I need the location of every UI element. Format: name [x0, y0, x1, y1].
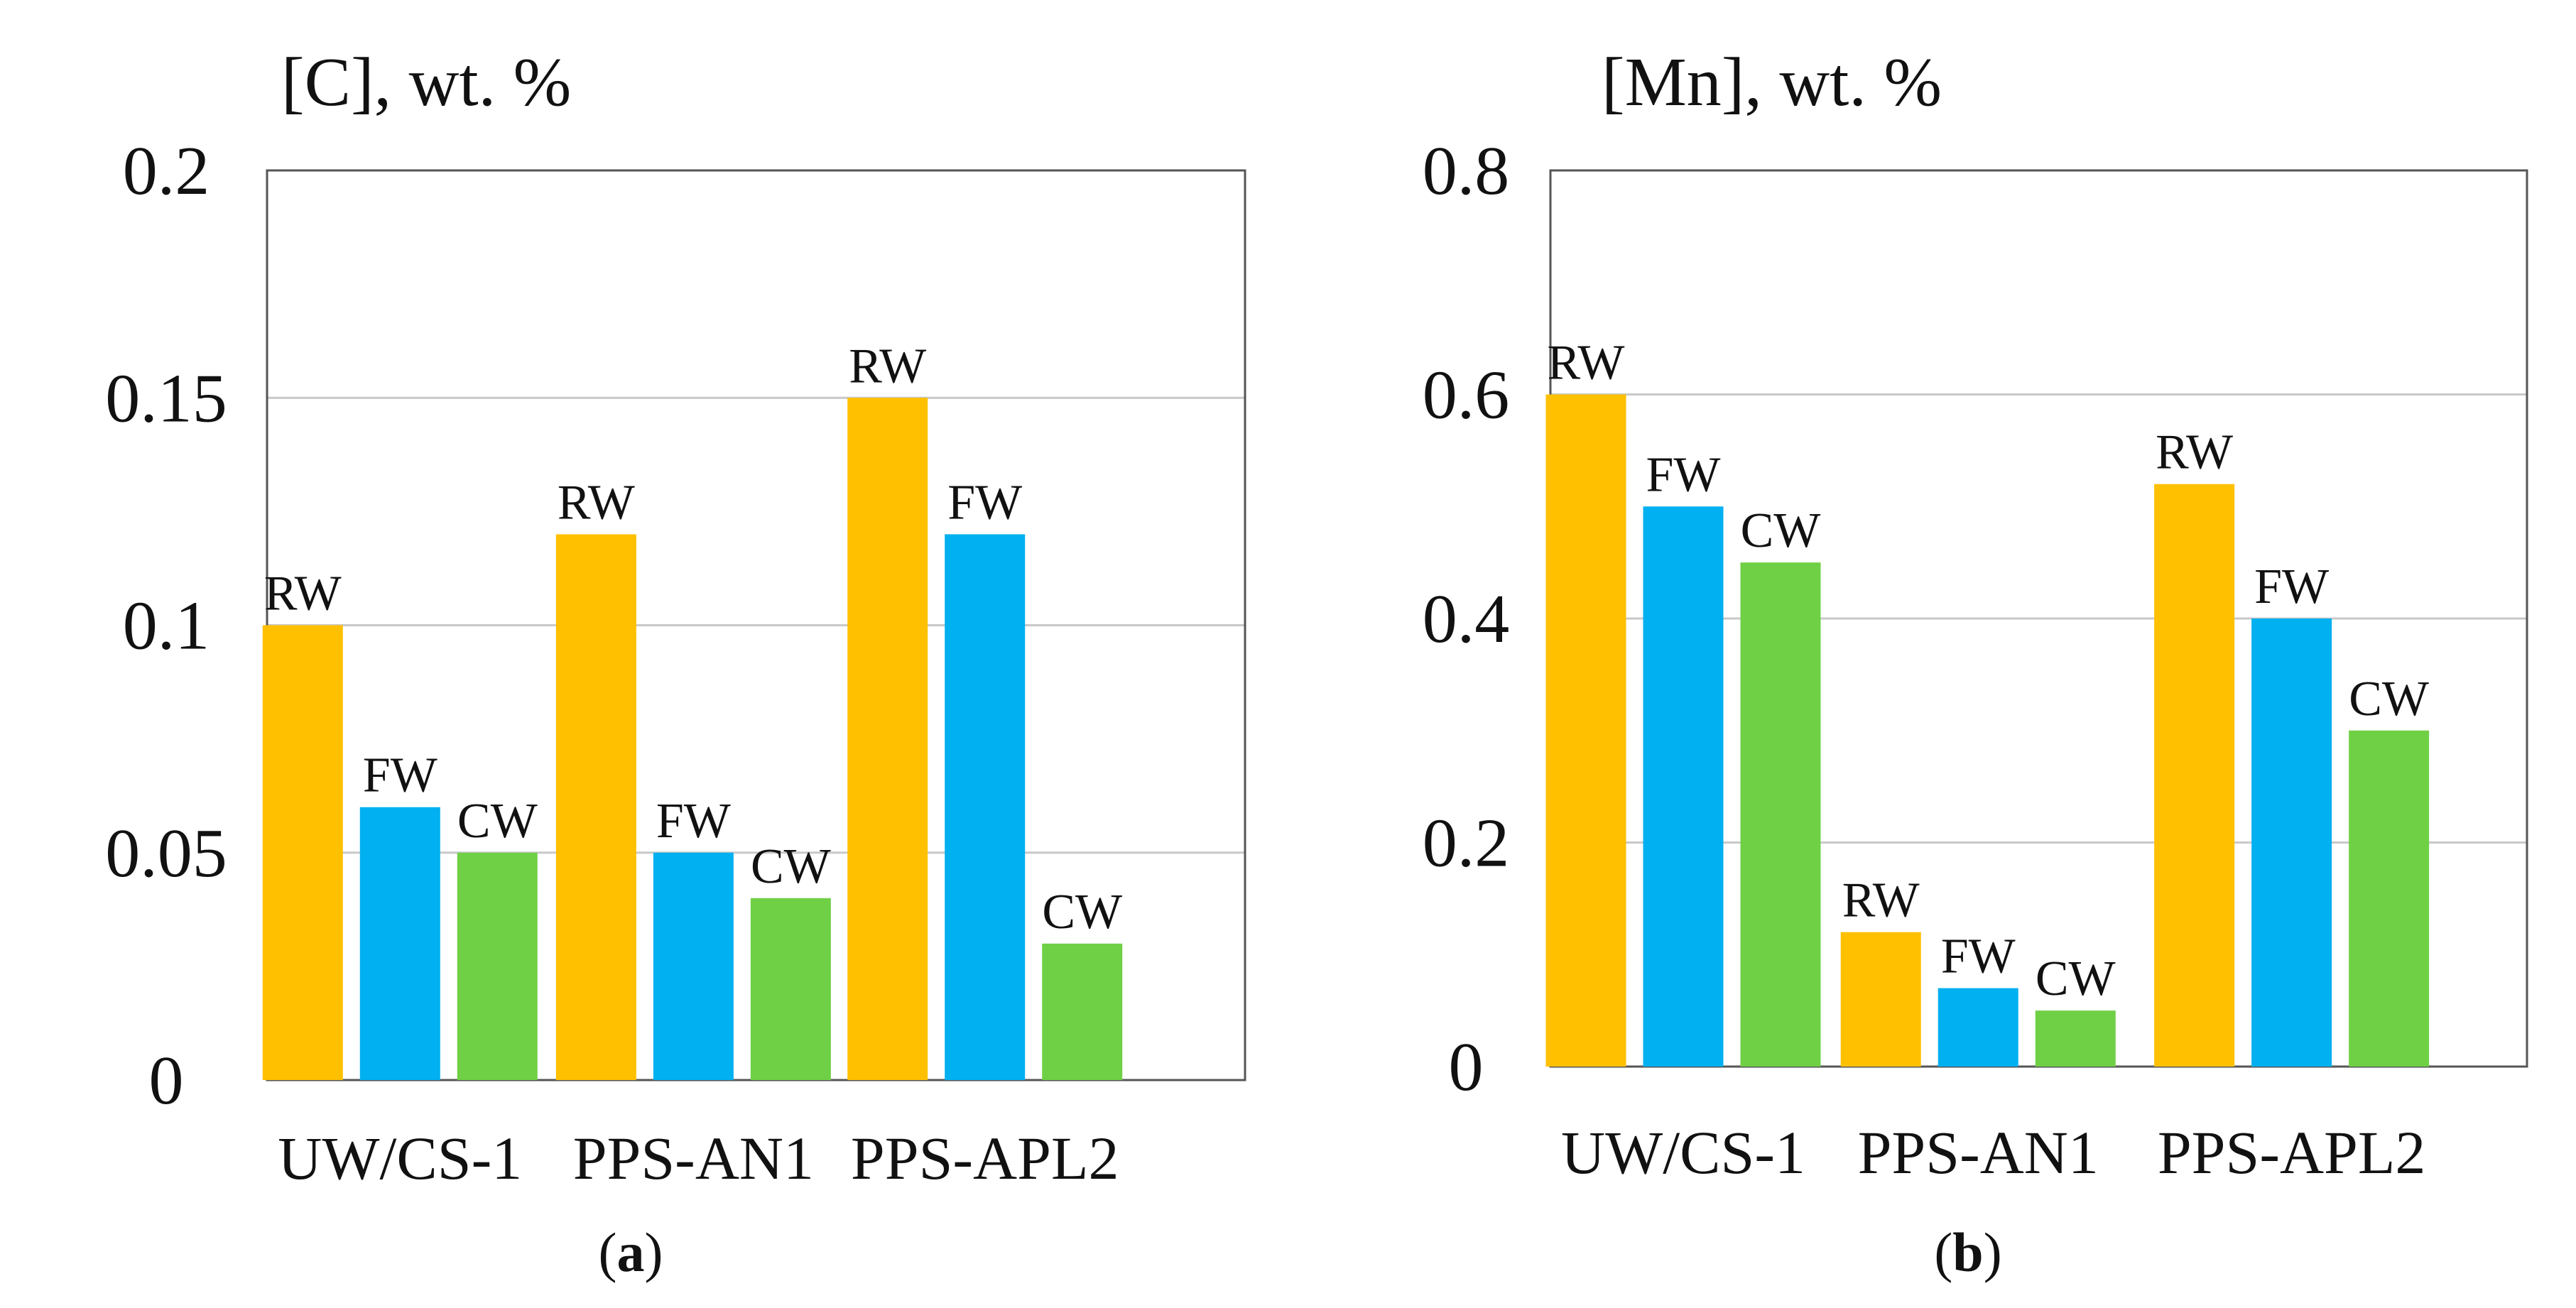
bar-fw	[1643, 506, 1724, 1067]
category-label: UW/CS-1	[278, 1124, 522, 1192]
bar-cw	[750, 898, 831, 1080]
bar-label: CW	[1741, 503, 1821, 558]
bar-fw	[1938, 988, 2018, 1067]
bars: RW FW CW RW FW CW RW FW CW	[262, 339, 1123, 1080]
panel-label: (a)	[599, 1221, 663, 1283]
bar-rw	[2154, 484, 2235, 1067]
bar-label: FW	[947, 475, 1022, 530]
bar-cw	[2349, 730, 2430, 1067]
y-tick-labels: 0 0.2 0.4 0.6 0.8	[1423, 133, 1510, 1106]
panel-label-close: )	[645, 1221, 663, 1283]
bar-label: FW	[2254, 560, 2329, 614]
bar-cw	[457, 852, 538, 1080]
bar-rw	[847, 398, 928, 1080]
category-label: PPS-APL2	[2158, 1118, 2426, 1187]
panel-label-close: )	[1984, 1221, 2002, 1283]
bar-fw	[359, 807, 440, 1080]
bar-label: CW	[751, 839, 831, 894]
bar-label: RW	[849, 339, 926, 393]
bar-fw	[945, 534, 1026, 1080]
bar-label: RW	[2156, 425, 2233, 480]
bar-cw	[2035, 1010, 2116, 1067]
bar-fw	[653, 852, 734, 1080]
y-tick-label: 0.05	[105, 815, 227, 892]
bar-label: FW	[656, 794, 731, 849]
bar-label: RW	[264, 567, 342, 621]
bar-rw	[555, 534, 636, 1080]
bar-label: CW	[457, 794, 538, 849]
bar-label: FW	[363, 748, 438, 803]
y-axis-title: [C], wt. %	[281, 44, 571, 121]
bars: RW FW CW RW FW CW RW FW CW	[1545, 336, 2430, 1067]
panel-label-letter: a	[617, 1221, 645, 1283]
bar-cw	[1042, 943, 1123, 1080]
bar-label: RW	[558, 475, 635, 530]
panel-label-open: (	[1934, 1221, 1952, 1283]
category-label: PPS-APL2	[851, 1124, 1119, 1192]
bar-label: FW	[1941, 930, 2016, 984]
bar-rw	[1840, 932, 1921, 1067]
bar-rw	[262, 625, 343, 1080]
y-tick-label: 0.1	[123, 588, 210, 665]
y-axis-title: [Mn], wt. %	[1602, 44, 1942, 121]
chart-panel-a: RW FW CW RW FW CW RW FW CW 0 0.05 0.1 0.15 0.2 UW/CS…	[105, 44, 1246, 1283]
bar-label: CW	[2349, 672, 2429, 726]
category-labels: UW/CS-1 PPS-AN1 PPS-APL2	[278, 1124, 1119, 1192]
y-tick-label: 0.6	[1423, 357, 1510, 434]
y-tick-label: 0.2	[1423, 805, 1510, 882]
y-tick-label: 0.4	[1423, 581, 1510, 658]
y-tick-label: 0.15	[105, 360, 227, 437]
category-label: PPS-AN1	[573, 1124, 814, 1192]
bar-rw	[1545, 394, 1626, 1067]
panel-label: (b)	[1934, 1221, 2001, 1283]
y-tick-label: 0.2	[123, 133, 210, 209]
bar-label: CW	[1042, 885, 1122, 939]
bar-fw	[2251, 618, 2332, 1067]
category-label: UW/CS-1	[1561, 1118, 1805, 1187]
bar-label: CW	[2036, 952, 2116, 1006]
y-tick-label: 0.8	[1423, 133, 1510, 209]
bar-label: RW	[1548, 336, 1625, 391]
bar-label: FW	[1646, 447, 1721, 502]
panel-label-letter: b	[1952, 1221, 1983, 1283]
bar-cw	[1740, 562, 1821, 1067]
category-labels: UW/CS-1 PPS-AN1 PPS-APL2	[1561, 1118, 2425, 1187]
y-tick-label: 0	[149, 1042, 184, 1119]
panel-label-open: (	[599, 1221, 617, 1283]
category-label: PPS-AN1	[1858, 1118, 2099, 1187]
bar-label: RW	[1842, 873, 1920, 928]
y-tick-label: 0	[1449, 1029, 1484, 1106]
y-tick-labels: 0 0.05 0.1 0.15 0.2	[105, 133, 227, 1119]
chart-panel-b: RW FW CW RW FW CW RW FW CW 0 0.2 0.4 0.6 0.8 UW/CS-1…	[1423, 44, 2528, 1283]
